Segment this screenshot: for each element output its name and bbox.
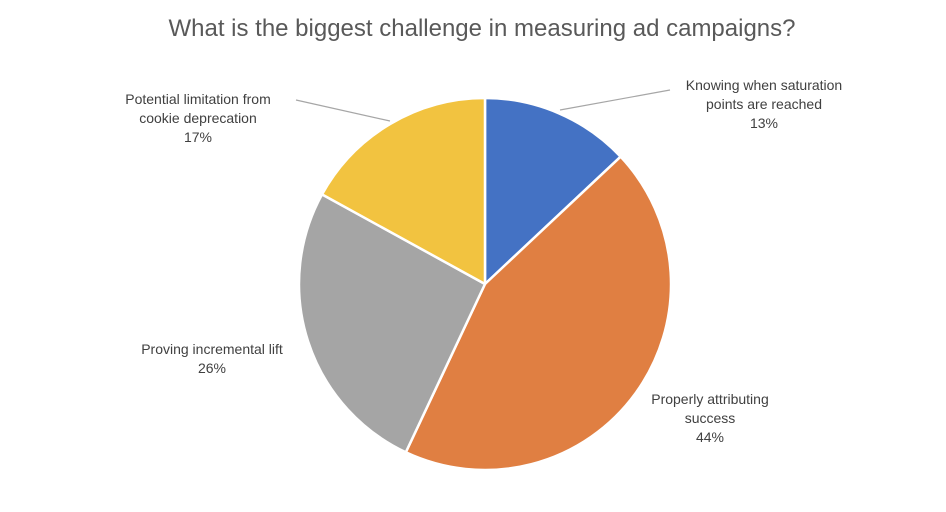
- slice-label-3: Proving incremental lift 26%: [141, 341, 283, 376]
- label-leader-lines: [295, 89, 671, 122]
- slice-label-1: Knowing when saturation points are reache…: [686, 77, 842, 131]
- leader-line-1: [559, 89, 671, 111]
- chart-title: What is the biggest challenge in measuri…: [168, 15, 795, 42]
- slice-label-line: Potential limitation from: [125, 91, 271, 107]
- leader-line-4: [295, 99, 391, 122]
- slice-label-line: Properly attributing: [651, 391, 769, 407]
- slice-value-label: 13%: [750, 115, 778, 131]
- slice-label-line: points are reached: [706, 96, 822, 112]
- slice-label-line: Knowing when saturation: [686, 77, 842, 93]
- pie-slices: [297, 96, 673, 472]
- pie-slice-1: [483, 96, 622, 286]
- slice-label-4: Potential limitation from cookie deprecat…: [125, 91, 271, 145]
- slice-label-line: success: [685, 410, 736, 426]
- slice-label-line: Proving incremental lift: [141, 341, 283, 357]
- pie-slice-4: [320, 96, 487, 286]
- slice-value-label: 26%: [198, 360, 226, 376]
- pie-slice-2: [404, 155, 673, 472]
- slice-label-2: Properly attributing success 44%: [651, 391, 769, 445]
- slice-value-label: 17%: [184, 129, 212, 145]
- slice-labels: Knowing when saturation points are reache…: [125, 77, 842, 445]
- slice-label-line: cookie deprecation: [139, 110, 257, 126]
- slice-value-label: 44%: [696, 429, 724, 445]
